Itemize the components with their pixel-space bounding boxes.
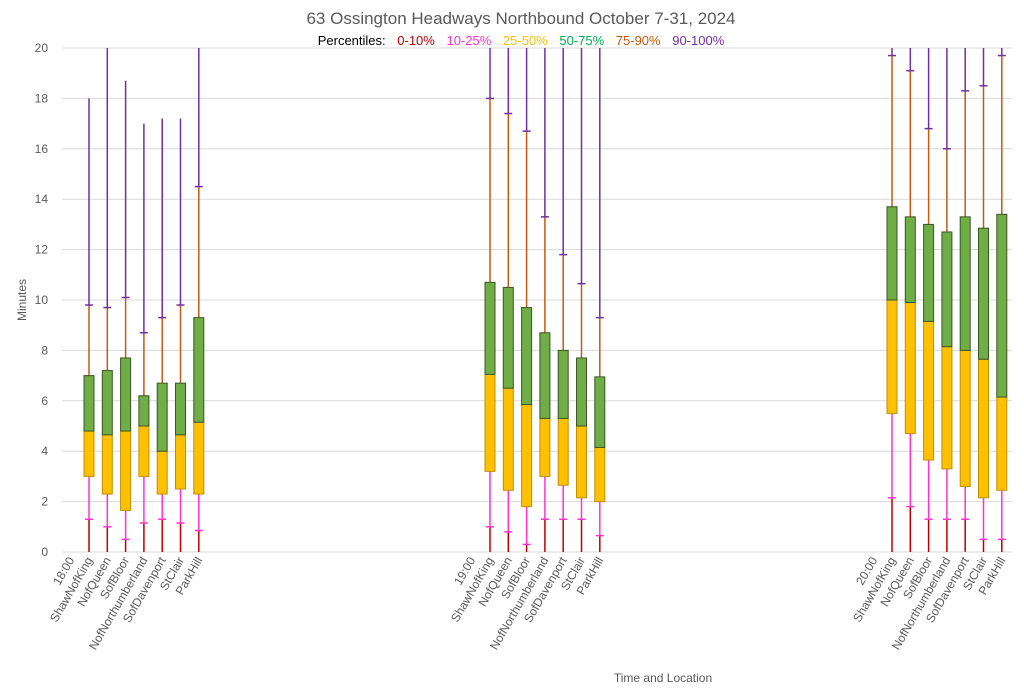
box-25-50 xyxy=(175,434,186,490)
box-25-50 xyxy=(941,346,953,470)
box-25-50 xyxy=(923,320,935,461)
box-25-50 xyxy=(484,373,496,472)
y-tick-label: 2 xyxy=(41,495,48,509)
box-50-75 xyxy=(120,357,132,432)
y-tick-label: 18 xyxy=(35,91,49,105)
box-plots xyxy=(83,48,1008,552)
box-18:00-StClair xyxy=(175,118,186,552)
box-25-50 xyxy=(539,417,551,477)
box-25-50 xyxy=(576,425,587,499)
box-19:00-ParkHill xyxy=(594,48,606,552)
legend-item-90-100: 90-100% xyxy=(672,33,724,48)
box-50-75 xyxy=(521,307,533,406)
box-20:00-NofNorthumberland xyxy=(941,48,953,552)
box-50-75 xyxy=(83,375,95,432)
box-18:00-NofQueen xyxy=(101,48,113,552)
box-19:00-ShawNofKing xyxy=(484,48,496,552)
box-20:00-SofBloor xyxy=(923,48,935,552)
box-50-75 xyxy=(101,370,113,436)
box-50-75 xyxy=(484,281,496,375)
legend: Percentiles: 0-10% 10-25% 25-50% 50-75% … xyxy=(318,33,725,48)
chart-title: 63 Ossington Headways Northbound October… xyxy=(306,9,735,28)
box-18:00-ShawNofKing xyxy=(83,98,95,552)
box-25-50 xyxy=(156,450,168,495)
box-25-50 xyxy=(521,404,533,508)
y-tick-label: 0 xyxy=(41,545,48,559)
box-20:00-ShawNofKing xyxy=(886,48,898,552)
box-18:00-ParkHill xyxy=(193,48,205,552)
legend-item-0-10: 0-10% xyxy=(397,33,435,48)
box-50-75 xyxy=(576,357,587,427)
box-18:00-SofDavenport xyxy=(156,118,168,552)
y-axis-title: Minutes xyxy=(15,279,29,321)
box-25-50 xyxy=(83,430,95,477)
box-19:00-StClair xyxy=(576,48,587,552)
legend-item-50-75: 50-75% xyxy=(559,33,604,48)
box-25-50 xyxy=(193,421,205,495)
box-25-50 xyxy=(120,430,132,511)
box-50-75 xyxy=(959,216,971,351)
box-25-50 xyxy=(594,446,606,503)
legend-prefix: Percentiles: xyxy=(318,33,386,48)
box-50-75 xyxy=(539,332,551,419)
legend-item-10-25: 10-25% xyxy=(446,33,491,48)
box-25-50 xyxy=(886,299,898,414)
box-25-50 xyxy=(138,425,150,477)
x-axis-title: Time and Location xyxy=(614,671,712,685)
y-tick-label: 8 xyxy=(41,343,48,357)
box-50-75 xyxy=(886,206,898,301)
y-tick-label: 10 xyxy=(35,293,49,307)
y-tick-label: 20 xyxy=(35,41,49,55)
box-20:00-SofDavenport xyxy=(959,48,971,552)
box-20:00-StClair xyxy=(978,48,989,552)
y-tick-label: 16 xyxy=(35,142,49,156)
box-50-75 xyxy=(978,227,989,360)
gridlines xyxy=(62,47,1012,553)
box-19:00-NofNorthumberland xyxy=(539,48,551,552)
y-tick-label: 12 xyxy=(35,243,49,257)
box-50-75 xyxy=(502,286,514,389)
box-25-50 xyxy=(978,358,989,499)
box-50-75 xyxy=(904,216,916,304)
box-19:00-SofDavenport xyxy=(557,48,569,552)
box-25-50 xyxy=(904,302,916,435)
box-50-75 xyxy=(594,376,606,448)
box-50-75 xyxy=(175,382,186,436)
box-19:00-NofQueen xyxy=(502,48,514,552)
y-tick-label: 4 xyxy=(41,444,48,458)
y-tick-label: 6 xyxy=(41,394,48,408)
box-50-75 xyxy=(941,231,953,348)
box-25-50 xyxy=(502,387,514,491)
box-50-75 xyxy=(557,349,569,419)
box-18:00-SofBloor xyxy=(120,80,132,552)
x-axis-labels: 18:00ShawNofKingNofQueenSofBloorNofNorth… xyxy=(47,554,1008,652)
box-50-75 xyxy=(996,213,1008,398)
box-25-50 xyxy=(996,396,1008,491)
box-50-75 xyxy=(923,223,935,322)
box-50-75 xyxy=(138,395,150,427)
box-25-50 xyxy=(959,349,971,487)
box-19:00-SofBloor xyxy=(521,48,533,552)
legend-item-25-50: 25-50% xyxy=(503,33,548,48)
box-50-75 xyxy=(156,382,168,452)
box-25-50 xyxy=(101,434,113,495)
y-axis-ticks: 0 2 4 6 8 10 12 14 16 18 20 xyxy=(35,41,49,559)
box-20:00-ParkHill xyxy=(996,48,1008,552)
y-tick-label: 14 xyxy=(35,192,49,206)
box-20:00-NofQueen xyxy=(904,48,916,552)
legend-item-75-90: 75-90% xyxy=(616,33,661,48)
box-50-75 xyxy=(193,317,205,423)
box-18:00-NofNorthumberland xyxy=(138,123,150,552)
box-25-50 xyxy=(557,417,569,486)
